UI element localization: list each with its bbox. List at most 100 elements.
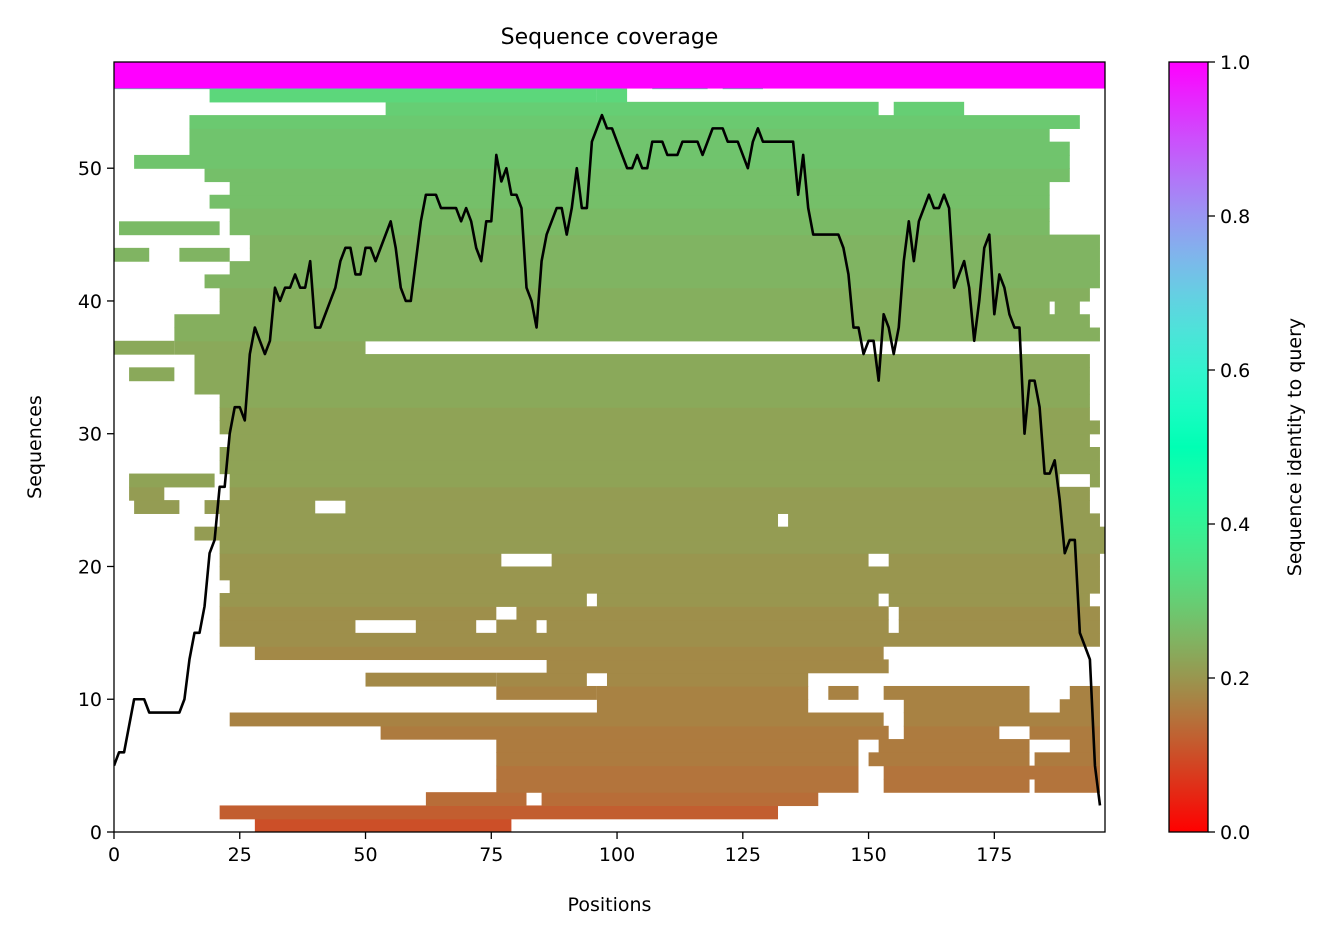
- alignment-segment: [496, 765, 859, 780]
- alignment-segment: [219, 566, 1100, 581]
- colorbar-tick-label: 0.0: [1220, 822, 1250, 844]
- alignment-segment: [129, 473, 215, 488]
- alignment-segment: [828, 685, 859, 700]
- alignment-segment: [219, 407, 1090, 422]
- alignment-segment: [496, 672, 587, 687]
- alignment-segment: [1059, 699, 1100, 714]
- coverage-line-layer: [114, 113, 1102, 806]
- alignment-segment: [365, 672, 497, 687]
- x-axis: 0 25 50 75 100 125 150 175: [108, 832, 1012, 866]
- alignment-segment: [219, 460, 1100, 475]
- alignment-segment: [174, 314, 1090, 329]
- colorbar-tick-label: 0.8: [1220, 206, 1250, 228]
- alignment-segment: [551, 553, 869, 568]
- colorbar-label: Sequence identity to query: [1284, 318, 1306, 576]
- alignment-segment: [204, 500, 316, 514]
- alignment-rows: [114, 75, 1105, 832]
- alignment-segment: [345, 500, 1090, 514]
- alignment-segment: [219, 593, 587, 607]
- y-tick-label: 50: [78, 158, 102, 180]
- alignment-segment: [174, 340, 366, 355]
- alignment-segment: [134, 500, 180, 514]
- alignment-segment: [898, 606, 1100, 621]
- plot-area: [114, 62, 1105, 832]
- alignment-segment: [229, 712, 884, 727]
- alignment-segment: [219, 619, 356, 634]
- colorbar-tick-label: 0.6: [1220, 360, 1250, 382]
- alignment-segment: [868, 752, 1030, 767]
- alignment-segment: [496, 619, 537, 634]
- query-row: [114, 62, 1105, 89]
- x-tick-label: 0: [108, 844, 120, 866]
- alignment-segment: [546, 659, 889, 674]
- x-tick-label: 175: [976, 844, 1012, 866]
- alignment-segment: [496, 685, 597, 700]
- query-sequence-bar: [114, 62, 1105, 89]
- alignment-segment: [788, 513, 1100, 528]
- x-tick-label: 150: [850, 844, 886, 866]
- alignment-segment: [496, 778, 859, 793]
- colorbar-ticks: 0.0 0.2 0.4 0.6 0.8 1.0: [1208, 52, 1250, 844]
- alignment-segment: [1089, 473, 1100, 488]
- y-tick-label: 40: [78, 291, 102, 313]
- alignment-segment: [425, 792, 527, 807]
- plot-frame: [113, 61, 1106, 833]
- alignment-segment: [119, 221, 220, 236]
- y-tick-label: 30: [78, 424, 102, 446]
- alignment-segment: [194, 380, 1090, 395]
- colorbar-tick-label: 0.2: [1220, 668, 1250, 690]
- alignment-segment: [1054, 300, 1080, 315]
- alignment-segment: [516, 606, 889, 621]
- alignment-segment: [219, 539, 1105, 554]
- alignment-segment: [204, 274, 1100, 289]
- alignment-segment: [209, 194, 1050, 209]
- alignment-segment: [219, 632, 1100, 647]
- alignment-segment: [903, 712, 1100, 727]
- alignment-segment: [194, 354, 1090, 368]
- alignment-segment: [219, 513, 779, 528]
- alignment-segment: [129, 486, 165, 501]
- alignment-segment: [1034, 752, 1100, 767]
- x-tick-label: 125: [725, 844, 761, 866]
- alignment-segment: [254, 646, 884, 661]
- alignment-segment: [1029, 725, 1100, 740]
- alignment-segment: [1034, 778, 1100, 793]
- alignment-segment: [883, 685, 1030, 700]
- alignment-segment: [114, 247, 150, 262]
- colorbar-tick-label: 0.4: [1220, 514, 1250, 536]
- alignment-segment: [1069, 739, 1100, 753]
- alignment-segment: [194, 367, 1090, 382]
- alignment-segment: [189, 141, 1070, 156]
- y-axis-label: Sequences: [24, 395, 46, 499]
- alignment-segment: [496, 739, 859, 753]
- alignment-segment: [204, 168, 1070, 183]
- alignment-segment: [219, 606, 497, 621]
- alignment-segment: [219, 420, 1100, 435]
- alignment-segment: [229, 221, 1050, 236]
- x-tick-label: 100: [599, 844, 635, 866]
- alignment-segment: [596, 593, 879, 607]
- alignment-segment: [254, 818, 512, 832]
- alignment-segment: [219, 805, 779, 820]
- alignment-segment: [249, 247, 1100, 262]
- alignment-segment: [229, 433, 1090, 448]
- alignment-segment: [229, 486, 1090, 501]
- colorbar-tick-label: 1.0: [1220, 52, 1250, 74]
- alignment-segment: [546, 619, 889, 634]
- alignment-segment: [219, 287, 1090, 302]
- alignment-segment: [249, 234, 1100, 249]
- alignment-segment: [596, 685, 809, 700]
- alignment-segment: [229, 579, 1100, 594]
- coverage-line: [114, 113, 1102, 806]
- alignment-segment: [385, 101, 879, 116]
- alignment-segment: [888, 553, 1100, 568]
- alignment-segment: [129, 367, 175, 382]
- y-axis: 0 10 20 30 40 50: [78, 158, 114, 844]
- alignment-segment: [883, 778, 1030, 793]
- alignment-segment: [229, 261, 1100, 276]
- alignment-segment: [596, 88, 628, 103]
- x-tick-label: 75: [479, 844, 503, 866]
- alignment-segment: [380, 725, 889, 740]
